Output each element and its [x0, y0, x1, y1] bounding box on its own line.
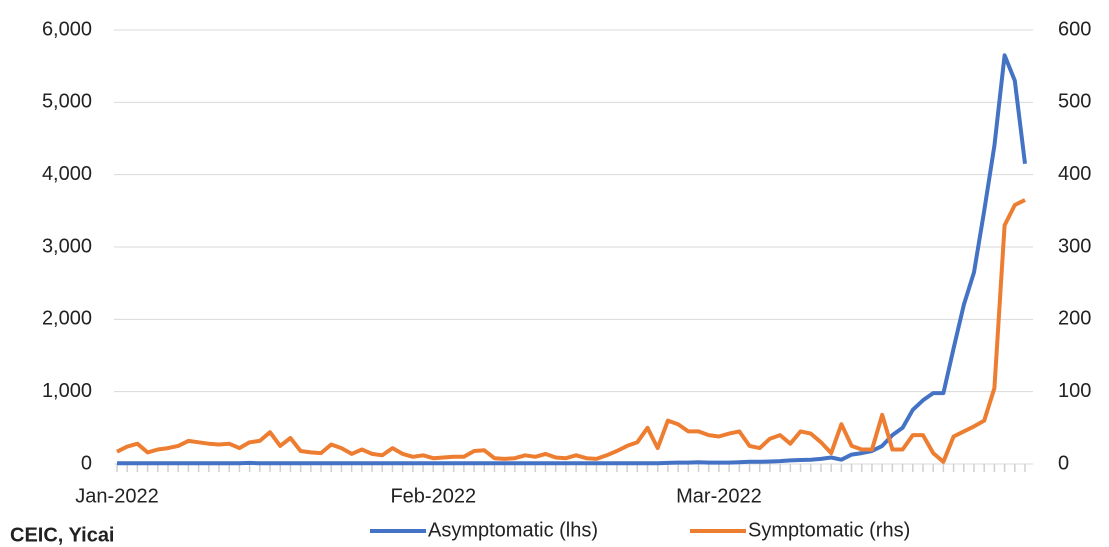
- y2-tick-label: 500: [1058, 91, 1091, 113]
- y2-tick-label: 600: [1058, 18, 1091, 40]
- y2-tick-label: 400: [1058, 163, 1091, 185]
- y-tick-label: 4,000: [42, 163, 92, 185]
- x-tick-label: Jan-2022: [75, 485, 158, 507]
- y-tick-label: 1,000: [42, 380, 92, 402]
- y2-tick-label: 100: [1058, 380, 1091, 402]
- y-tick-label: 3,000: [42, 235, 92, 257]
- y2-tick-label: 300: [1058, 235, 1091, 257]
- legend-label: Asymptomatic (lhs): [428, 519, 598, 541]
- x-tick-label: Feb-2022: [390, 485, 476, 507]
- y2-tick-label: 0: [1058, 452, 1069, 474]
- y-tick-label: 0: [81, 452, 92, 474]
- y-tick-label: 2,000: [42, 308, 92, 330]
- y2-tick-label: 200: [1058, 308, 1091, 330]
- y-tick-label: 6,000: [42, 18, 92, 40]
- y-tick-label: 5,000: [42, 91, 92, 113]
- legend-label: Symptomatic (rhs): [748, 519, 910, 541]
- x-tick-label: Mar-2022: [676, 485, 762, 507]
- source: CEIC, Yicai: [10, 524, 115, 546]
- line-series: [117, 53, 1027, 466]
- line-series: [116, 198, 1026, 464]
